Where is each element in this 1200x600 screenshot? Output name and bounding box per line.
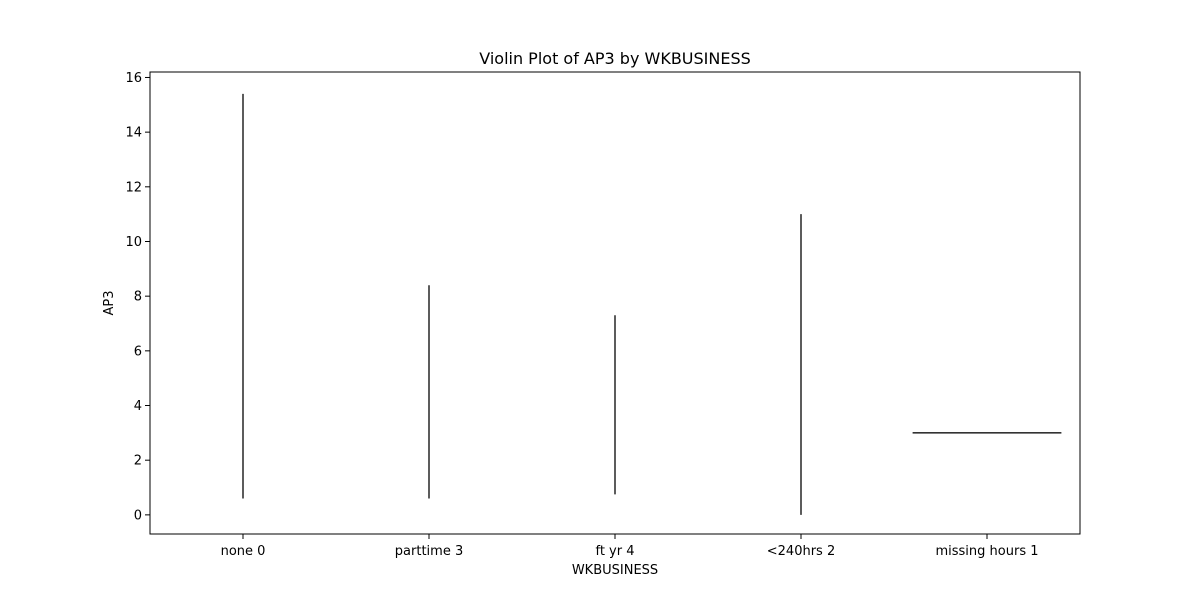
y-tick-label: 0	[134, 508, 142, 523]
y-tick-label: 6	[134, 344, 142, 359]
y-tick-label: 4	[134, 399, 142, 414]
x-tick-label: none 0	[221, 544, 266, 559]
y-tick-label: 16	[125, 71, 142, 86]
y-axis-label: AP3	[102, 290, 117, 315]
chart-title: Violin Plot of AP3 by WKBUSINESS	[479, 49, 751, 68]
y-tick-label: 8	[134, 290, 142, 305]
x-tick-label: ft yr 4	[595, 544, 634, 559]
x-tick-label: <240hrs 2	[767, 544, 835, 559]
y-tick-label: 14	[125, 126, 142, 141]
plot-area	[242, 93, 1062, 515]
y-tick-label: 10	[125, 235, 142, 250]
y-tick-label: 12	[125, 180, 142, 195]
x-tick-label: missing hours 1	[935, 544, 1038, 559]
y-tick-label: 2	[134, 454, 142, 469]
x-axis-label: WKBUSINESS	[572, 563, 658, 578]
x-tick-label: parttime 3	[395, 544, 463, 559]
